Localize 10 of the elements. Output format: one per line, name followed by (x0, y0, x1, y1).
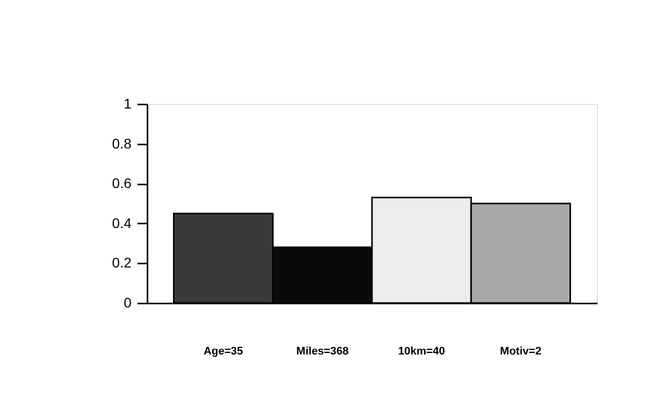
x-tick-label: Motiv=2 (500, 346, 542, 358)
y-tick-label: 0.8 (112, 135, 132, 152)
x-tick-label: 10km=40 (398, 346, 445, 358)
y-tick-label: 0.6 (112, 175, 132, 192)
x-tick-label: Age=35 (204, 346, 244, 358)
y-tick-label: 0.2 (112, 254, 132, 271)
x-tick-label: Miles=368 (296, 346, 349, 358)
y-tick-label: 1 (124, 96, 132, 112)
y-tick-label: 0 (124, 294, 132, 310)
y-tick-label: 0.4 (112, 214, 132, 231)
